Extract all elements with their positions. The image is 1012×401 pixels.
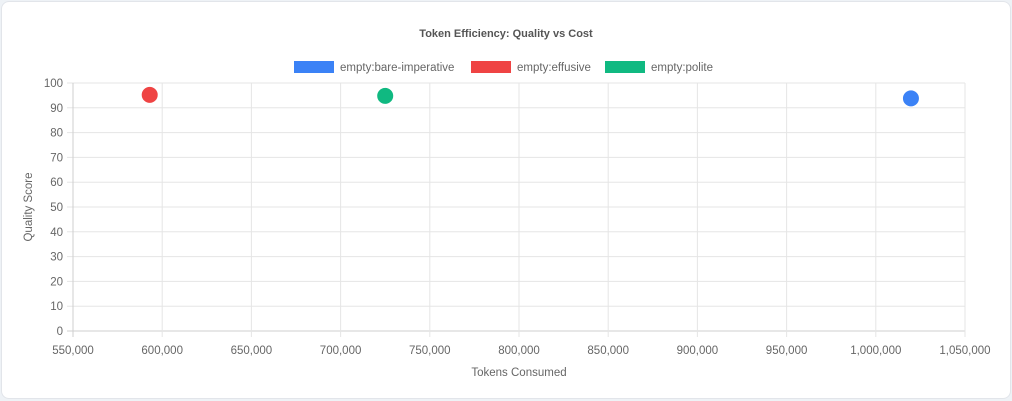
data-points [141,86,919,107]
x-tick-label: 1,050,000 [939,345,990,357]
y-tick-label: 80 [50,128,63,140]
grid [67,82,966,337]
x-tick-label: 850,000 [587,345,629,357]
legend-swatch-blue [294,61,334,73]
y-tick-label: 30 [50,252,63,264]
x-tick-label: 600,000 [141,345,183,357]
y-tick-label: 90 [50,103,63,115]
y-tick-label: 50 [50,202,63,214]
x-tick-label: 750,000 [409,345,451,357]
legend-item-polite[interactable]: empty:polite [605,61,713,74]
x-tick-label: 650,000 [231,345,273,357]
x-tick-label: 950,000 [766,345,808,357]
y-tick-label: 100 [44,78,63,90]
data-point[interactable] [902,90,919,107]
y-axis-ticks: 0 10 20 30 40 50 60 70 80 90 100 [44,78,63,338]
legend-label: empty:effusive [517,62,591,74]
y-tick-label: 70 [50,152,63,164]
legend: empty:bare-imperative empty:effusive emp… [294,61,713,74]
y-tick-label: 0 [57,326,63,338]
legend-label: empty:bare-imperative [340,62,454,74]
y-axis-title: Quality Score [23,172,35,241]
x-tick-label: 800,000 [498,345,540,357]
legend-swatch-red [471,61,511,73]
data-point[interactable] [141,86,158,103]
y-tick-label: 10 [50,301,63,313]
legend-item-bare-imperative[interactable]: empty:bare-imperative [294,61,454,74]
data-point[interactable] [377,87,394,104]
chart-title: Token Efficiency: Quality vs Cost [419,28,593,40]
y-tick-label: 60 [50,177,63,189]
x-axis-title: Tokens Consumed [471,367,566,379]
x-tick-label: 1,000,000 [850,345,901,357]
x-tick-label: 900,000 [677,345,719,357]
legend-item-effusive[interactable]: empty:effusive [471,61,591,74]
x-tick-label: 550,000 [52,345,94,357]
y-tick-label: 20 [50,276,63,288]
y-tick-label: 40 [50,227,63,239]
legend-label: empty:polite [651,62,713,74]
legend-swatch-green [605,61,645,73]
x-axis-ticks: 550,000 600,000 650,000 700,000 750,000 800,0… [52,345,990,357]
x-tick-label: 700,000 [320,345,362,357]
